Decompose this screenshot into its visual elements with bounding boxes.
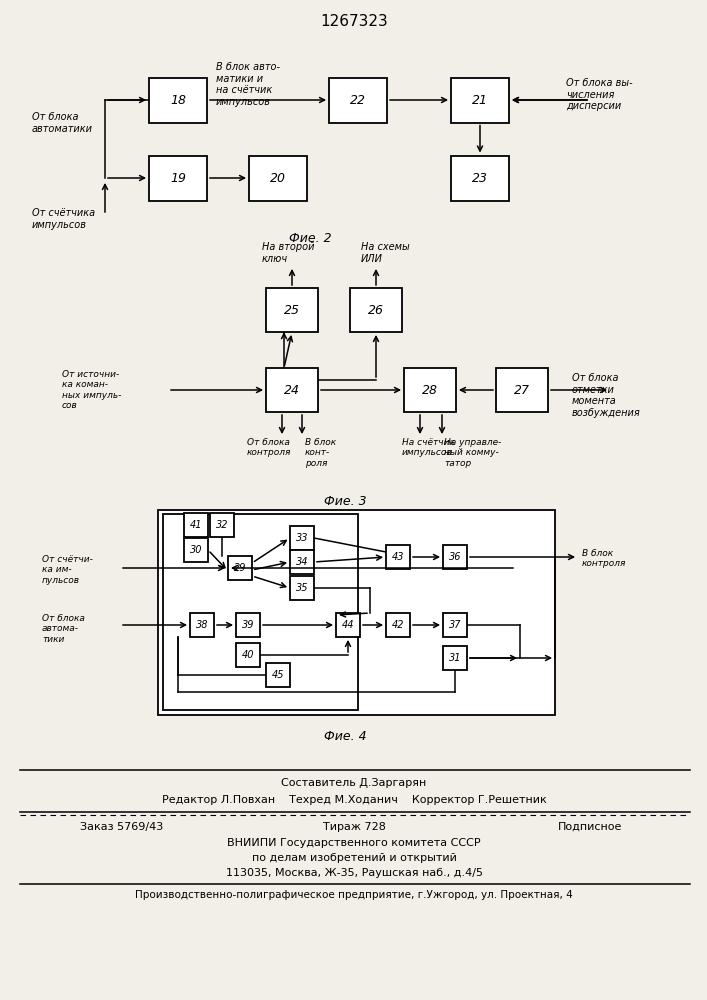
Bar (266, 368, 318, 412)
Text: От блока
автоматики: От блока автоматики (32, 112, 93, 134)
Bar (290, 526, 314, 550)
Text: 22: 22 (350, 94, 366, 106)
Bar (451, 155, 509, 200)
Bar (443, 613, 467, 637)
Text: На второй
ключ: На второй ключ (262, 242, 315, 264)
Text: В блок
конт-
роля: В блок конт- роля (305, 438, 336, 468)
Bar (228, 556, 252, 580)
Text: Составитель Д.Заргарян: Составитель Д.Заргарян (281, 778, 426, 788)
Bar (290, 576, 314, 600)
Text: На счётчик
импульсов: На счётчик импульсов (402, 438, 455, 457)
Bar (249, 155, 307, 200)
Bar (184, 513, 208, 537)
Text: Фие. 4: Фие. 4 (324, 730, 366, 743)
Text: 34: 34 (296, 557, 308, 567)
Text: 25: 25 (284, 304, 300, 316)
Text: 32: 32 (216, 520, 228, 530)
Bar (210, 513, 234, 537)
Text: От источни-
ка коман-
ных импуль-
сов: От источни- ка коман- ных импуль- сов (62, 370, 122, 410)
Text: Производственно-полиграфическое предприятие, г.Ужгород, ул. Проектная, 4: Производственно-полиграфическое предприя… (135, 890, 573, 900)
Text: 19: 19 (170, 172, 186, 184)
Text: 28: 28 (422, 383, 438, 396)
Bar (336, 613, 360, 637)
Bar (496, 368, 548, 412)
Text: На схемы
ИЛИ: На схемы ИЛИ (361, 242, 410, 264)
Text: 39: 39 (242, 620, 255, 630)
Text: 30: 30 (189, 545, 202, 555)
Bar (350, 288, 402, 332)
Bar (236, 643, 260, 667)
Text: Фие. 3: Фие. 3 (324, 495, 366, 508)
Bar (236, 613, 260, 637)
Bar (149, 78, 207, 122)
Text: 38: 38 (196, 620, 209, 630)
Text: Редактор Л.Повхан    Техред М.Ходанич    Корректор Г.Решетник: Редактор Л.Повхан Техред М.Ходанич Корре… (162, 795, 547, 805)
Text: 42: 42 (392, 620, 404, 630)
Bar (184, 538, 208, 562)
Bar (386, 613, 410, 637)
Text: Фие. 2: Фие. 2 (288, 232, 332, 245)
Text: 20: 20 (270, 172, 286, 184)
Text: 36: 36 (449, 552, 461, 562)
Text: От блока вы-
числения
дисперсии: От блока вы- числения дисперсии (566, 78, 633, 111)
Text: В блок
контроля: В блок контроля (582, 549, 626, 568)
Text: 18: 18 (170, 94, 186, 106)
Text: 1267323: 1267323 (320, 14, 388, 29)
Bar (266, 288, 318, 332)
Bar (329, 78, 387, 122)
Text: 35: 35 (296, 583, 308, 593)
Text: по делам изобретений и открытий: по делам изобретений и открытий (252, 853, 457, 863)
Text: 26: 26 (368, 304, 384, 316)
Text: 37: 37 (449, 620, 461, 630)
Text: ВНИИПИ Государственного комитета СССР: ВНИИПИ Государственного комитета СССР (227, 838, 481, 848)
Text: На управле-
ный комму-
татор: На управле- ный комму- татор (444, 438, 501, 468)
Text: 45: 45 (271, 670, 284, 680)
Text: 29: 29 (234, 563, 246, 573)
Bar (386, 545, 410, 569)
Bar (149, 155, 207, 200)
Bar (404, 368, 456, 412)
Text: В блок авто-
матики и
на счётчик
импульсов: В блок авто- матики и на счётчик импульс… (216, 62, 280, 107)
Text: 33: 33 (296, 533, 308, 543)
Text: От блока
автома-
тики: От блока автома- тики (42, 614, 85, 644)
Text: От блока
контроля: От блока контроля (247, 438, 291, 457)
Bar (163, 514, 358, 710)
Bar (443, 545, 467, 569)
Text: 24: 24 (284, 383, 300, 396)
Text: 44: 44 (341, 620, 354, 630)
Text: 31: 31 (449, 653, 461, 663)
Bar (190, 613, 214, 637)
Text: От счётчика
импульсов: От счётчика импульсов (32, 208, 95, 230)
Text: Подписное: Подписное (558, 822, 622, 832)
Text: Заказ 5769/43: Заказ 5769/43 (80, 822, 163, 832)
Text: 41: 41 (189, 520, 202, 530)
Text: 27: 27 (514, 383, 530, 396)
Text: 21: 21 (472, 94, 488, 106)
Text: От блока
отметки
момента
возбуждения: От блока отметки момента возбуждения (572, 373, 641, 418)
Bar (158, 510, 555, 715)
Text: 43: 43 (392, 552, 404, 562)
Text: От счётчи-
ка им-
пульсов: От счётчи- ка им- пульсов (42, 555, 93, 585)
Text: 23: 23 (472, 172, 488, 184)
Bar (266, 663, 290, 687)
Text: Тираж 728: Тираж 728 (322, 822, 385, 832)
Text: 40: 40 (242, 650, 255, 660)
Bar (451, 78, 509, 122)
Text: 113035, Москва, Ж-35, Раушская наб., д.4/5: 113035, Москва, Ж-35, Раушская наб., д.4… (226, 868, 482, 878)
Bar (290, 550, 314, 574)
Bar (443, 646, 467, 670)
